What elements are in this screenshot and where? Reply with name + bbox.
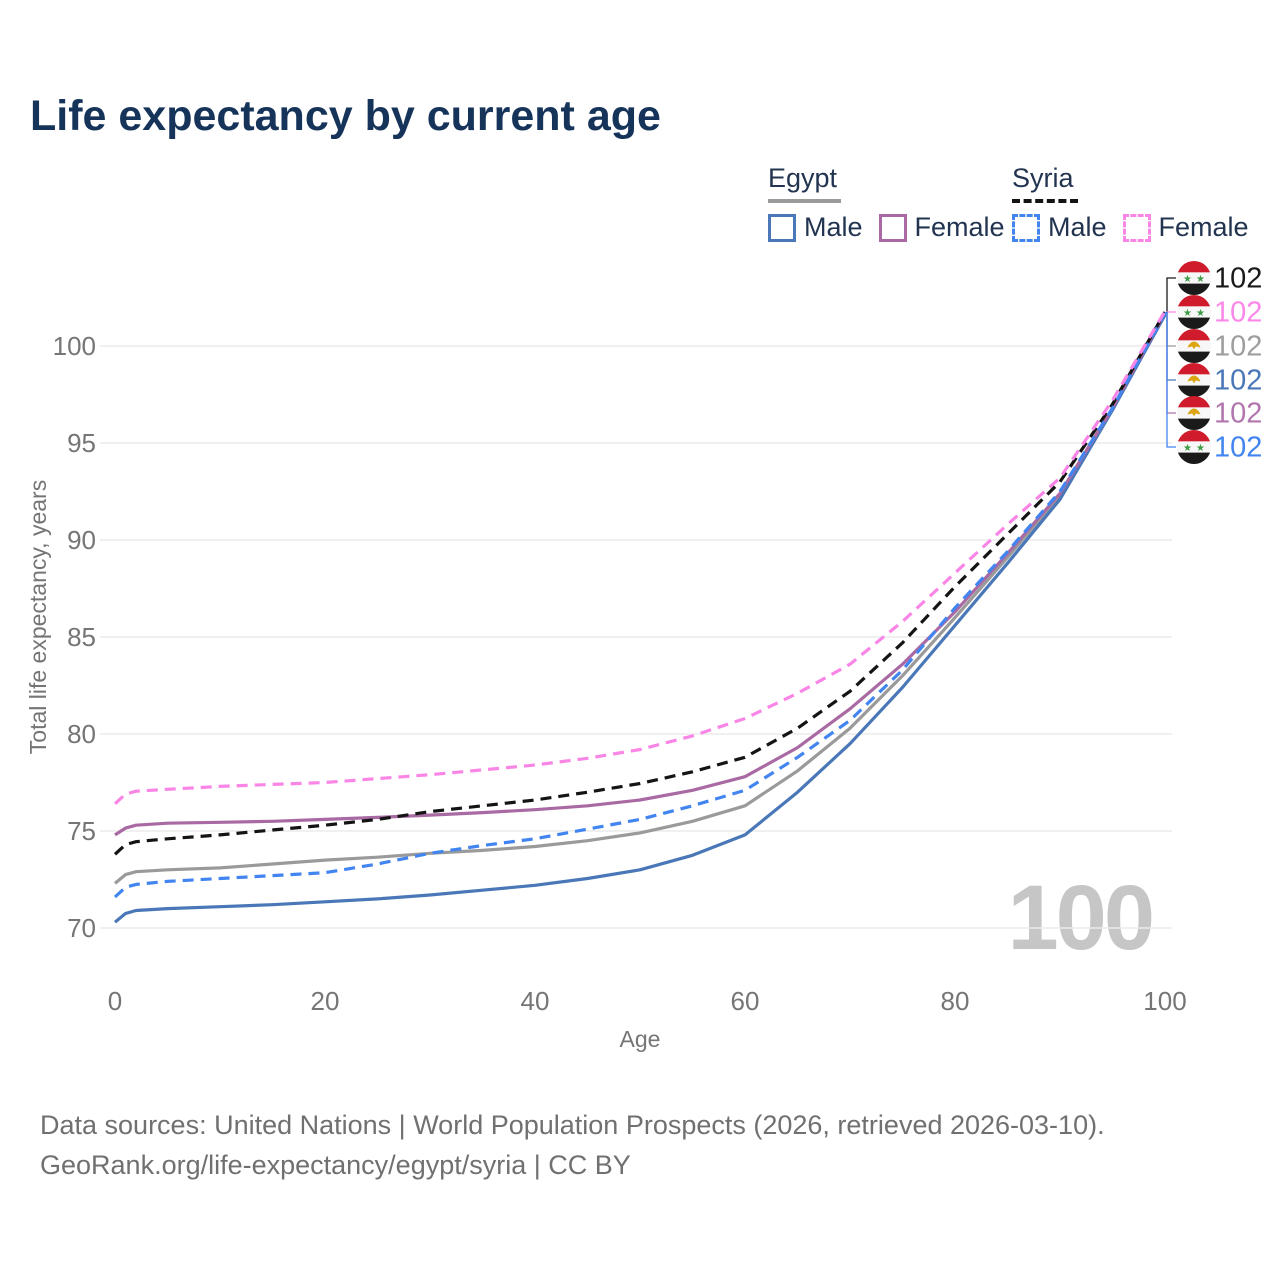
legend-item-egypt-male[interactable]: Male — [768, 212, 863, 243]
y-axis-title: Total life expectancy, years — [25, 480, 51, 754]
y-tick-label: 95 — [67, 428, 96, 458]
syria-star-icon: ★ — [1183, 308, 1192, 319]
x-tick-label: 80 — [941, 986, 970, 1016]
page-title: Life expectancy by current age — [30, 92, 661, 140]
syria-star-icon: ★ — [1196, 443, 1205, 454]
end-label-leader-line — [1165, 311, 1176, 448]
syria-star-icon: ★ — [1196, 274, 1205, 285]
legend-item-egypt-female[interactable]: Female — [878, 212, 1005, 243]
flag-egypt-icon — [1177, 363, 1211, 397]
end-label-value: 102 — [1214, 432, 1262, 464]
x-axis-title: Age — [620, 1026, 661, 1052]
legend-item-label: Male — [804, 212, 863, 242]
y-tick-label: 100 — [53, 331, 96, 361]
end-label-leader-line — [1165, 277, 1176, 314]
legend-item-label: Female — [1158, 212, 1249, 242]
legend-item-syria-male[interactable]: Male — [1012, 212, 1107, 243]
legend-group-syria: Syria Male Female — [1012, 163, 1249, 243]
syria-star-icon: ★ — [1196, 308, 1205, 319]
x-tick-label: 20 — [311, 986, 340, 1016]
y-tick-label: 70 — [67, 913, 96, 943]
end-label-value: 102 — [1214, 331, 1262, 363]
flag-syria-icon: ★ ★ — [1177, 430, 1211, 464]
y-tick-label: 75 — [67, 816, 96, 846]
end-label-value: 102 — [1214, 398, 1262, 430]
series-egypt-male — [113, 314, 1167, 924]
legend-item-syria-female[interactable]: Female — [1122, 212, 1249, 243]
syria-star-icon: ★ — [1183, 443, 1192, 454]
attribution-link-text[interactable]: GeoRank.org/life-expectancy/egypt/syria … — [40, 1149, 631, 1180]
flag-syria-icon: ★ ★ — [1177, 295, 1211, 329]
x-tick-label: 100 — [1143, 986, 1186, 1016]
legend-item-label: Female — [914, 212, 1005, 242]
flag-syria-icon: ★ ★ — [1177, 261, 1211, 295]
footer: Data sources: United Nations | World Pop… — [40, 1106, 1105, 1186]
legend-group-egypt: Egypt Male Female — [768, 163, 1005, 243]
syria-female-swatch-icon — [1122, 213, 1151, 242]
flag-egypt-icon — [1177, 329, 1211, 363]
y-tick-label: 90 — [67, 525, 96, 555]
end-label-value: 102 — [1214, 263, 1262, 295]
series-syria-both-sexes — [113, 311, 1167, 856]
series-egypt-both-sexes — [113, 313, 1167, 885]
y-tick-label: 80 — [67, 719, 96, 749]
flag-egypt-icon — [1177, 396, 1211, 430]
egypt-eagle-icon — [1187, 341, 1201, 350]
series-egypt-female — [114, 312, 1167, 837]
egypt-male-swatch-icon — [768, 213, 796, 242]
x-tick-label: 0 — [108, 986, 122, 1016]
x-tick-label: 40 — [521, 986, 550, 1016]
legend-group-label-syria: Syria — [1012, 163, 1078, 203]
data-sources-text: Data sources: United Nations | World Pop… — [40, 1110, 1105, 1140]
end-label-value: 102 — [1214, 365, 1262, 397]
egypt-female-swatch-icon — [878, 213, 907, 242]
legend-group-label-egypt: Egypt — [768, 163, 842, 203]
age-counter-watermark: 100 — [1007, 867, 1155, 969]
series-syria-female — [113, 310, 1167, 805]
legend-item-label: Male — [1048, 212, 1107, 242]
egypt-eagle-icon — [1187, 408, 1201, 417]
syria-star-icon: ★ — [1183, 274, 1192, 285]
legend: Egypt Male Female Syria Male — [0, 0, 1280, 250]
x-tick-label: 60 — [731, 986, 760, 1016]
series-syria-male — [113, 312, 1167, 899]
syria-male-swatch-icon — [1012, 213, 1040, 242]
end-label-value: 102 — [1214, 297, 1262, 329]
y-tick-label: 85 — [67, 622, 96, 652]
egypt-eagle-icon — [1187, 375, 1201, 384]
